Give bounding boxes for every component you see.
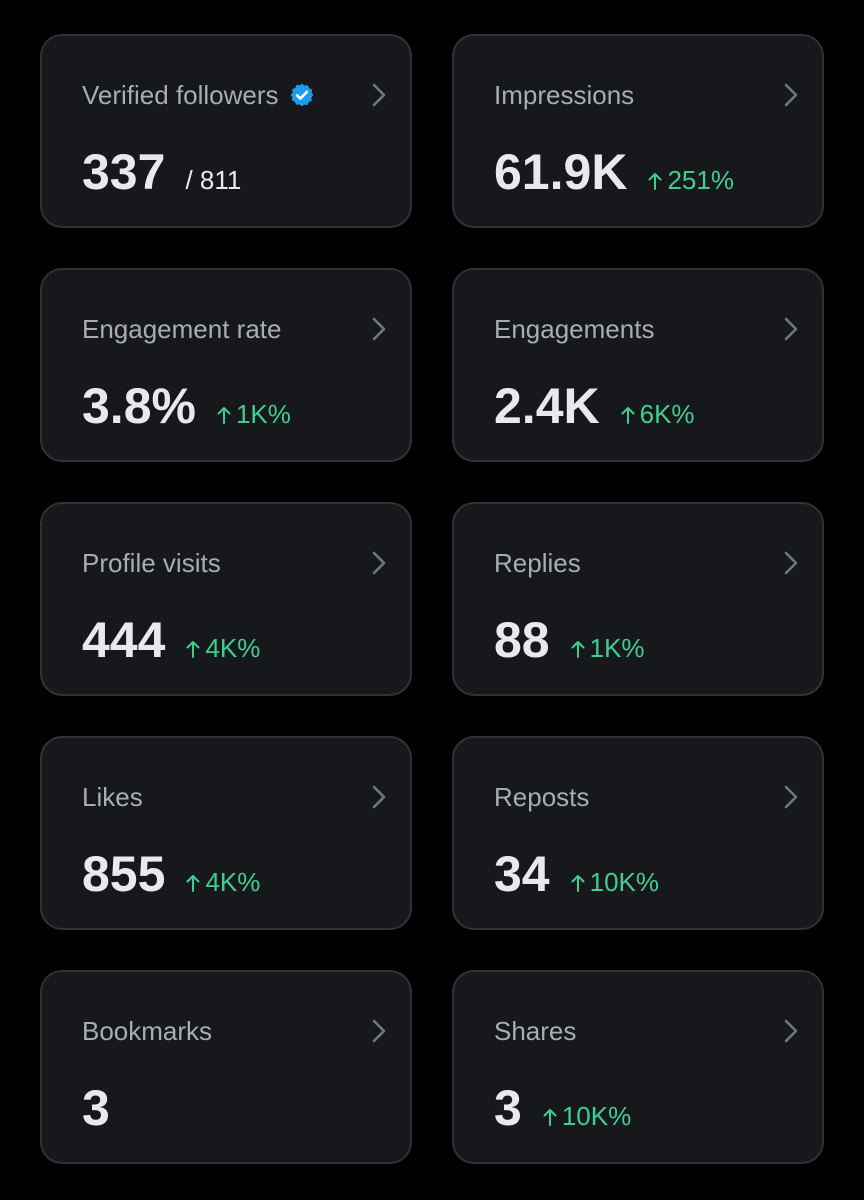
card-label: Engagements — [494, 314, 655, 344]
card-value-row: 444 4K% — [82, 614, 260, 666]
card-value: 34 — [494, 846, 550, 902]
card-label-row: Reposts — [494, 782, 589, 812]
card-value: 337 — [82, 144, 166, 200]
card-change-value: 10K% — [589, 867, 660, 897]
card-change-value: 4K% — [205, 867, 261, 897]
card-change: 6K% — [620, 399, 695, 430]
card-value: 3 — [494, 1080, 522, 1136]
card-label: Likes — [82, 782, 143, 812]
card-value: 61.9K — [494, 144, 628, 200]
card-label-row: Engagement rate — [82, 314, 281, 344]
card-label: Engagement rate — [82, 314, 282, 344]
card-bookmarks[interactable]: Bookmarks 3 — [40, 970, 412, 1164]
chevron-right-icon — [372, 1019, 386, 1043]
card-value-row: 3.8% 1K% — [82, 380, 291, 432]
arrow-up-icon — [648, 173, 662, 190]
card-impressions[interactable]: Impressions 61.9K 251% — [452, 34, 824, 228]
arrow-up-icon — [621, 407, 635, 424]
card-label: Verified followers — [82, 80, 279, 110]
card-value-row: 337 / 811 — [82, 146, 241, 198]
chevron-right-icon — [372, 317, 386, 341]
chevron-right-icon — [784, 317, 798, 341]
metrics-grid: Verified followers 337 / 811 Impressions… — [40, 34, 824, 1164]
card-change: 10K% — [542, 1101, 631, 1132]
card-change-value: 6K% — [639, 399, 695, 429]
card-label: Reposts — [494, 782, 590, 812]
card-change: 1K% — [216, 399, 291, 430]
card-value-row: 88 1K% — [494, 614, 645, 666]
card-label-row: Likes — [82, 782, 143, 812]
card-label-row: Impressions — [494, 80, 634, 110]
card-engagement-rate[interactable]: Engagement rate 3.8% 1K% — [40, 268, 412, 462]
card-label: Shares — [494, 1016, 577, 1046]
card-value: 88 — [494, 612, 550, 668]
card-label: Replies — [494, 548, 581, 578]
card-value-row: 3 10K% — [494, 1082, 631, 1134]
card-value-row: 61.9K 251% — [494, 146, 734, 198]
card-change-value: 4K% — [205, 633, 261, 663]
card-change: 251% — [647, 165, 734, 196]
card-shares[interactable]: Shares 3 10K% — [452, 970, 824, 1164]
card-change-value: 251% — [667, 165, 734, 195]
card-label-row: Bookmarks — [82, 1016, 212, 1046]
card-label: Profile visits — [82, 548, 221, 578]
card-change-value: 1K% — [589, 633, 645, 663]
card-value: 444 — [82, 612, 166, 668]
card-change-value: 10K% — [561, 1101, 632, 1131]
card-value: 855 — [82, 846, 166, 902]
arrow-up-icon — [571, 875, 585, 892]
card-label-row: Verified followers — [82, 80, 315, 110]
card-change: 4K% — [185, 867, 260, 898]
card-change: 10K% — [570, 867, 659, 898]
chevron-right-icon — [784, 83, 798, 107]
arrow-up-icon — [217, 407, 231, 424]
card-label-row: Profile visits — [82, 548, 221, 578]
card-change: 4K% — [185, 633, 260, 664]
chevron-right-icon — [372, 83, 386, 107]
chevron-right-icon — [784, 1019, 798, 1043]
card-label-row: Replies — [494, 548, 581, 578]
card-change-value: 1K% — [235, 399, 291, 429]
card-change: 1K% — [570, 633, 645, 664]
chevron-right-icon — [372, 551, 386, 575]
card-label: Impressions — [494, 80, 635, 110]
card-value-row: 855 4K% — [82, 848, 260, 900]
chevron-right-icon — [372, 785, 386, 809]
card-profile-visits[interactable]: Profile visits 444 4K% — [40, 502, 412, 696]
verified-badge-icon — [290, 83, 313, 107]
card-reposts[interactable]: Reposts 34 10K% — [452, 736, 824, 930]
card-verified-followers[interactable]: Verified followers 337 / 811 — [40, 34, 412, 228]
card-value-row: 2.4K 6K% — [494, 380, 695, 432]
card-engagements[interactable]: Engagements 2.4K 6K% — [452, 268, 824, 462]
card-value: 3.8% — [82, 378, 196, 434]
card-value-row: 34 10K% — [494, 848, 659, 900]
card-replies[interactable]: Replies 88 1K% — [452, 502, 824, 696]
arrow-up-icon — [186, 875, 200, 892]
card-value-row: 3 — [82, 1082, 110, 1134]
card-label-row: Engagements — [494, 314, 654, 344]
arrow-up-icon — [186, 641, 200, 658]
card-label: Bookmarks — [82, 1016, 213, 1046]
card-value: 3 — [82, 1080, 110, 1136]
arrow-up-icon — [543, 1109, 557, 1126]
card-total: / 811 — [185, 165, 242, 195]
card-label-row: Shares — [494, 1016, 576, 1046]
chevron-right-icon — [784, 551, 798, 575]
chevron-right-icon — [784, 785, 798, 809]
arrow-up-icon — [571, 641, 585, 658]
card-likes[interactable]: Likes 855 4K% — [40, 736, 412, 930]
card-value: 2.4K — [494, 378, 600, 434]
